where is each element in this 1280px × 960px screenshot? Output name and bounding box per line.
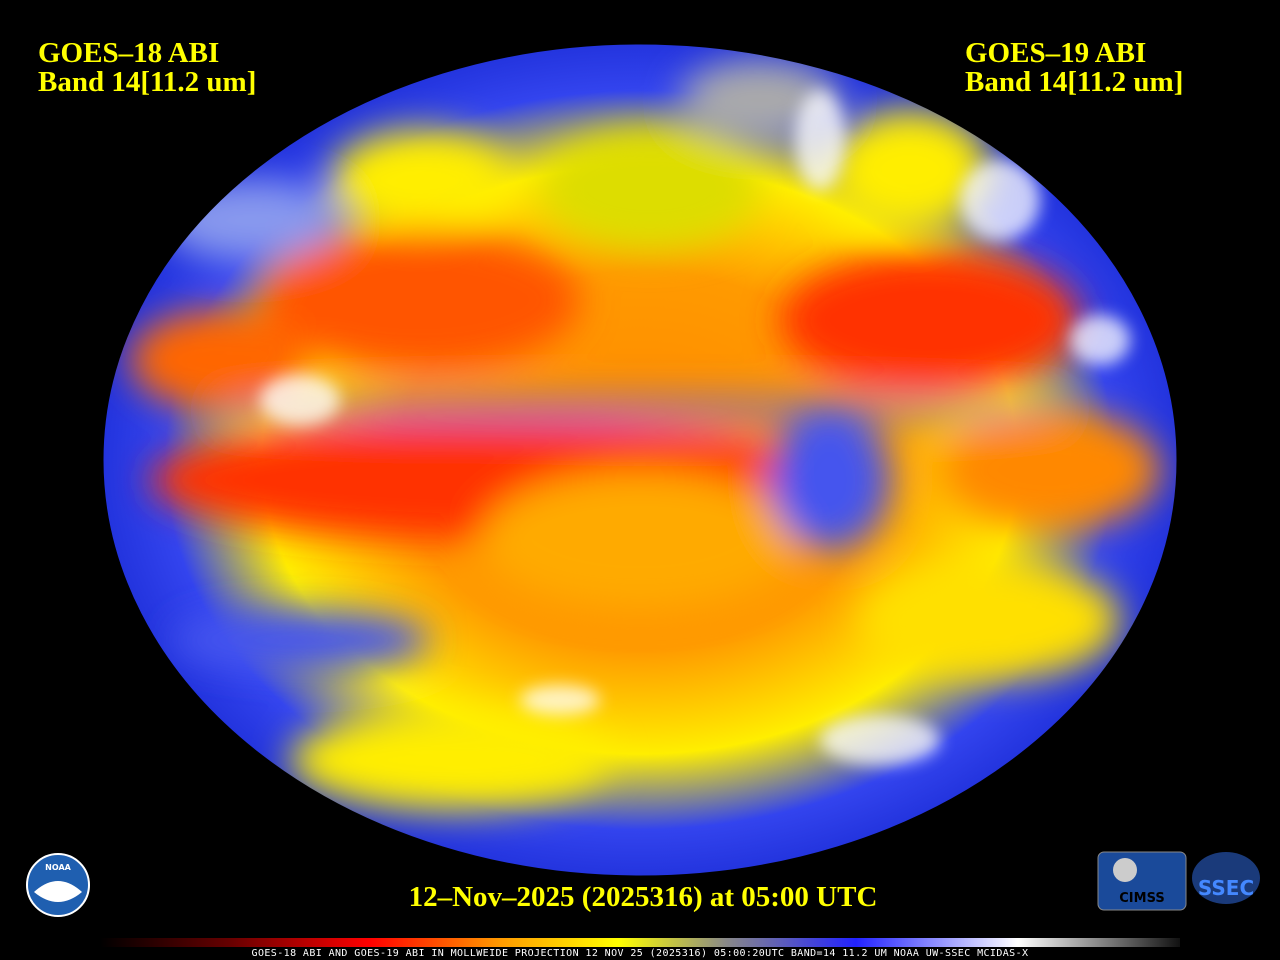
globe-outline [102, 43, 1178, 877]
color-bar [100, 938, 1180, 947]
timestamp: 12–Nov–2025 (2025316) at 05:00 UTC [409, 881, 878, 913]
noaa-text: NOAA [45, 863, 71, 872]
ssec-text: SSEC [1198, 876, 1254, 900]
cimss-logo: CIMSS [1097, 851, 1187, 911]
cimss-text: CIMSS [1119, 891, 1164, 906]
right-satellite: GOES–19 ABI [965, 37, 1146, 69]
footer-caption: GOES-18 ABI AND GOES-19 ABI IN MOLLWEIDE… [252, 948, 1029, 959]
noaa-logo: NOAA [26, 853, 90, 917]
globe-imagery [103, 44, 1177, 876]
right-band: Band 14[11.2 um] [965, 66, 1183, 98]
left-satellite: GOES–18 ABI [38, 37, 219, 69]
left-band: Band 14[11.2 um] [38, 66, 256, 98]
ssec-logo: SSEC [1192, 852, 1260, 904]
